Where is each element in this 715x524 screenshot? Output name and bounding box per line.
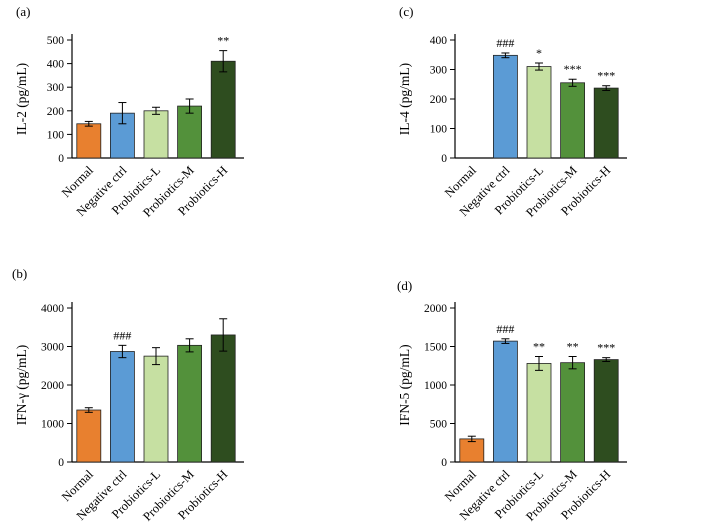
y-tick-label: 100 (47, 129, 65, 141)
panel-a: (a) 0 100 200 300 400 500 IL-2 (pg/mL) Normal Ne… (0, 0, 357, 262)
bar-probiotics-m (177, 105, 203, 159)
bar-normal (76, 409, 102, 463)
bar-normal (459, 438, 485, 463)
bar-probiotics-h (210, 60, 236, 159)
y-tick-label: 0 (58, 153, 64, 165)
panel-label-d: (d) (397, 278, 413, 293)
y-tick-label: 500 (47, 35, 65, 47)
significance-marker: *** (597, 341, 615, 355)
y-axis-title: IFN-5 (pg/mL) (397, 344, 412, 425)
y-tick-label: 1500 (424, 342, 447, 354)
bar-probiotics-m (560, 82, 586, 159)
significance-marker: ** (567, 340, 579, 354)
bar-probiotics-l (526, 66, 552, 159)
panel-label-c: (c) (399, 4, 414, 19)
bar-negative-ctrl (110, 112, 135, 159)
y-tick-label: 0 (441, 153, 447, 165)
panel-label-b: (b) (12, 266, 28, 281)
y-tick-label: 1000 (41, 419, 64, 431)
y-tick-label: 400 (47, 59, 65, 71)
y-tick-label: 2000 (424, 303, 447, 315)
bar-probiotics-m (177, 344, 203, 463)
bar-negative-ctrl (492, 340, 518, 463)
significance-marker: ** (217, 34, 229, 48)
y-tick-label: 1000 (424, 380, 447, 392)
y-axis-title: IL-4 (pg/mL) (397, 63, 412, 135)
panel-c: (c) 0 100 200 300 400 IL-4 (pg/mL) Normal ### Ne… (357, 0, 715, 262)
panel-d: (d) 0 500 1000 1500 2000 IFN-5 (pg/mL) Normal #… (357, 262, 715, 524)
significance-marker: ** (533, 340, 545, 354)
y-tick-label: 0 (58, 457, 64, 469)
y-tick-label: 100 (430, 124, 448, 136)
y-tick-label: 4000 (41, 303, 64, 315)
bar-probiotics-m (560, 362, 586, 463)
y-tick-label: 300 (47, 82, 65, 94)
panel-label-a: (a) (16, 4, 31, 19)
bar-probiotics-l (526, 363, 552, 463)
y-axis-title: IFN-γ (pg/mL) (14, 345, 29, 426)
y-tick-label: 2000 (41, 380, 64, 392)
y-tick-label: 200 (47, 106, 65, 118)
y-tick-label: 3000 (41, 342, 64, 354)
significance-marker: ### (113, 328, 131, 342)
significance-marker: * (536, 46, 542, 60)
bar-probiotics-h (593, 87, 619, 159)
y-tick-label: 0 (441, 457, 447, 469)
bar-probiotics-h (210, 334, 236, 463)
significance-marker: ### (496, 322, 514, 336)
significance-marker: *** (597, 69, 615, 83)
bar-probiotics-l (143, 355, 169, 463)
y-tick-label: 200 (430, 94, 448, 106)
bar-negative-ctrl (110, 351, 135, 463)
y-axis-title: IL-2 (pg/mL) (14, 63, 29, 135)
y-tick-label: 500 (430, 419, 448, 431)
y-tick-label: 400 (430, 35, 448, 47)
significance-marker: ### (496, 36, 514, 50)
bar-probiotics-l (143, 110, 169, 159)
bar-probiotics-h (593, 359, 619, 463)
bar-negative-ctrl (492, 54, 518, 159)
bar-normal (76, 123, 102, 159)
panel-b: (b) 0 1000 2000 3000 4000 IFN-γ (pg/mL) Normal… (0, 262, 357, 524)
y-tick-label: 300 (430, 65, 448, 77)
significance-marker: *** (564, 62, 582, 76)
